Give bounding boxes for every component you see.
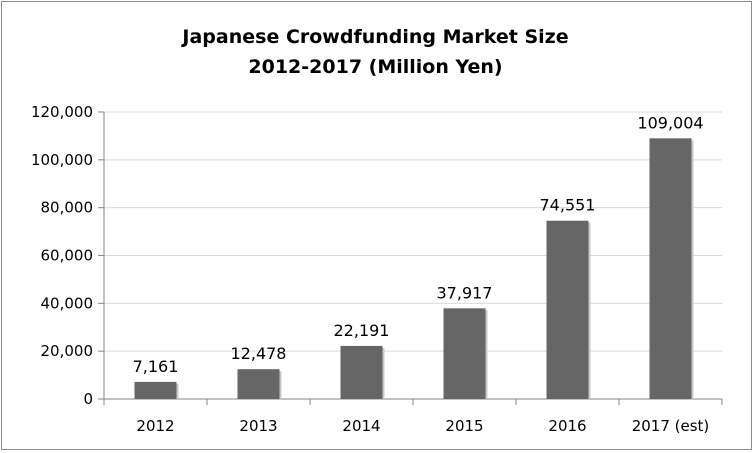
x-tick-label-5: 2017 (est) [632, 417, 710, 435]
x-tick-label-1: 2013 [239, 417, 277, 435]
y-tick-label-3: 60,000 [41, 247, 94, 265]
bar-5 [649, 138, 692, 399]
y-tick-label-1: 20,000 [41, 342, 94, 360]
y-tick-label-2: 40,000 [41, 294, 94, 312]
x-tick-label-3: 2015 [445, 417, 483, 435]
data-label-5: 109,004 [637, 113, 703, 132]
y-tick-label-4: 80,000 [41, 199, 94, 217]
y-tick-label-0: 0 [83, 390, 93, 408]
y-tick-label-6: 120,000 [31, 103, 93, 121]
bar-4 [546, 220, 589, 399]
data-label-1: 12,478 [231, 344, 287, 363]
x-tick-label-4: 2016 [548, 417, 586, 435]
bar-2 [340, 345, 383, 399]
data-label-4: 74,551 [540, 196, 596, 215]
chart-title: Japanese Crowdfunding Market Size 2012-2… [0, 22, 751, 82]
bar-3 [443, 308, 486, 399]
data-label-2: 22,191 [334, 321, 390, 340]
bar-1 [237, 369, 280, 399]
chart-title-line-2: 2012-2017 (Million Yen) [248, 56, 503, 78]
data-label-0: 7,161 [133, 357, 179, 376]
x-tick-label-0: 2012 [136, 417, 174, 435]
chart-title-line-1: Japanese Crowdfunding Market Size [182, 26, 569, 48]
y-tick-label-5: 100,000 [31, 151, 93, 169]
data-label-3: 37,917 [437, 283, 493, 302]
x-tick-label-2: 2014 [342, 417, 380, 435]
bar-0 [134, 381, 177, 399]
